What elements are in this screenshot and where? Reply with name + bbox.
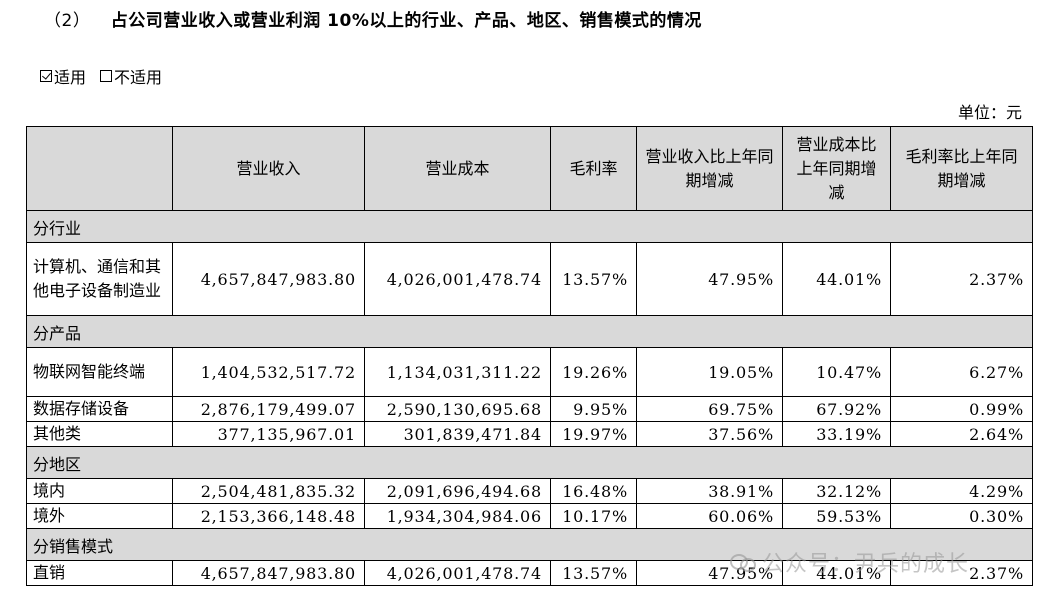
cell-cost: 4,026,001,478.74 [364,242,551,316]
row-label: 直销 [26,560,173,586]
cell-margin-change: 6.27% [890,347,1033,397]
row-label: 数据存储设备 [26,396,173,422]
row-label: 计算机、通信和其他电子设备制造业 [26,242,173,316]
cell-revenue-change: 37.56% [636,421,783,447]
applicable-option: 适用 [40,64,86,88]
cell-margin-change: 0.30% [890,503,1033,529]
not-applicable-option: 不适用 [100,64,162,88]
table-row: 境内 2,504,481,835.32 2,091,696,494.68 16.… [26,478,1033,504]
cell-revenue: 4,657,847,983.80 [172,242,365,316]
cell-revenue-change: 19.05% [636,347,783,397]
cell-revenue-change: 38.91% [636,478,783,504]
checked-box-icon [40,70,52,82]
cell-cost-change: 10.47% [782,347,891,397]
cell-cost-change: 44.01% [782,242,891,316]
cell-margin: 9.95% [550,396,637,422]
section-row-sales-mode: 分销售模式 [26,528,1033,561]
row-label: 境内 [26,478,173,504]
cell-revenue-change: 47.95% [636,242,783,316]
cell-cost: 4,026,001,478.74 [364,560,551,586]
not-applicable-label: 不适用 [114,68,163,87]
cell-revenue: 377,135,967.01 [172,421,365,447]
applicability-options: 适用 不适用 [40,64,162,88]
header-cell [26,126,173,211]
section-title: 分行业 [26,210,1033,243]
cell-revenue: 1,404,532,517.72 [172,347,365,397]
section-title: 分产品 [26,315,1033,348]
cell-cost: 301,839,471.84 [364,421,551,447]
cell-margin-change: 2.37% [890,560,1033,586]
cell-margin: 19.26% [550,347,637,397]
header-revenue: 营业收入 [172,126,365,211]
table-row: 境外 2,153,366,148.48 1,934,304,984.06 10.… [26,503,1033,529]
table-row: 计算机、通信和其他电子设备制造业 4,657,847,983.80 4,026,… [26,242,1033,316]
cell-revenue-change: 69.75% [636,396,783,422]
cell-cost-change: 59.53% [782,503,891,529]
table-row: 直销 4,657,847,983.80 4,026,001,478.74 13.… [26,560,1033,586]
unit-label: 单位：元 [957,103,1022,122]
cell-cost-change: 67.92% [782,396,891,422]
row-label: 其他类 [26,421,173,447]
section-row-industry: 分行业 [26,210,1033,243]
cell-cost: 1,934,304,984.06 [364,503,551,529]
cell-cost-change: 44.01% [782,560,891,586]
cell-revenue: 2,504,481,835.32 [172,478,365,504]
cell-revenue-change: 60.06% [636,503,783,529]
unchecked-box-icon [100,70,113,82]
cell-revenue: 2,876,179,499.07 [172,396,365,422]
row-label: 境外 [26,503,173,529]
cell-margin: 13.57% [550,560,637,586]
segment-table: 营业收入 营业成本 毛利率 营业收入比上年同期增减 营业成本比上年同期增减 毛利… [26,126,1033,586]
table-header-row: 营业收入 营业成本 毛利率 营业收入比上年同期增减 营业成本比上年同期增减 毛利… [26,126,1033,211]
cell-margin-change: 0.99% [890,396,1033,422]
cell-margin-change: 4.29% [890,478,1033,504]
cell-margin: 13.57% [550,242,637,316]
header-cost: 营业成本 [364,126,551,211]
cell-margin-change: 2.37% [890,242,1033,316]
section-row-region: 分地区 [26,446,1033,479]
applicable-label: 适用 [54,68,87,87]
section-title: 分地区 [26,446,1033,479]
cell-margin: 10.17% [550,503,637,529]
header-revenue-change: 营业收入比上年同期增减 [636,126,783,211]
cell-margin: 19.97% [550,421,637,447]
table-row: 其他类 377,135,967.01 301,839,471.84 19.97%… [26,421,1033,447]
table-row: 物联网智能终端 1,404,532,517.72 1,134,031,311.2… [26,347,1033,397]
cell-margin: 16.48% [550,478,637,504]
header-margin-change: 毛利率比上年同期增减 [890,126,1033,211]
heading-number: （2） [44,11,91,31]
cell-cost: 2,590,130,695.68 [364,396,551,422]
cell-revenue-change: 47.95% [636,560,783,586]
cell-cost: 2,091,696,494.68 [364,478,551,504]
cell-revenue: 4,657,847,983.80 [172,560,365,586]
table-row: 数据存储设备 2,876,179,499.07 2,590,130,695.68… [26,396,1033,422]
cell-margin-change: 2.64% [890,421,1033,447]
header-margin: 毛利率 [550,126,637,211]
cell-cost-change: 32.12% [782,478,891,504]
section-heading: （2） 占公司营业收入或营业利润 10%以上的行业、产品、地区、销售模式的情况 [44,6,702,31]
section-row-product: 分产品 [26,315,1033,348]
heading-title: 占公司营业收入或营业利润 10%以上的行业、产品、地区、销售模式的情况 [110,11,702,31]
cell-cost: 1,134,031,311.22 [364,347,551,397]
cell-cost-change: 33.19% [782,421,891,447]
section-title: 分销售模式 [26,528,1033,561]
cell-revenue: 2,153,366,148.48 [172,503,365,529]
header-cost-change: 营业成本比上年同期增减 [782,126,891,211]
row-label: 物联网智能终端 [26,347,173,397]
